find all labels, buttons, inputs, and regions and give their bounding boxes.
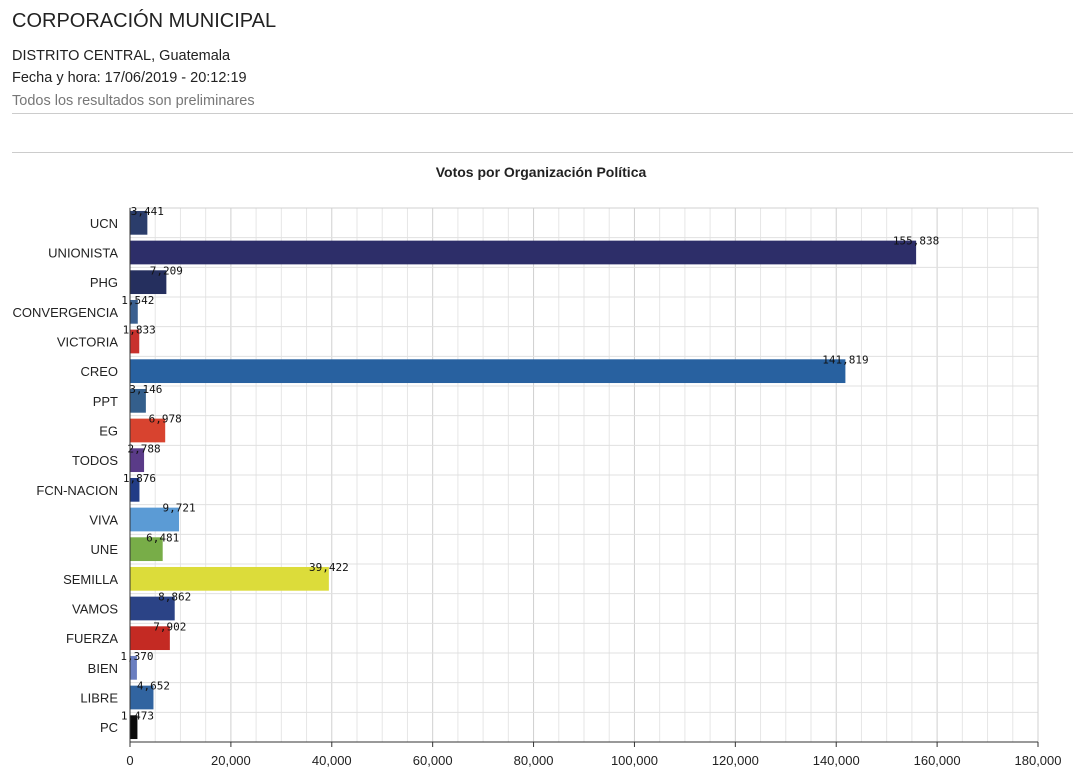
category-label: PC xyxy=(100,720,118,735)
category-label: PHG xyxy=(90,275,118,290)
location-text: DISTRITO CENTRAL, Guatemala xyxy=(12,48,231,64)
bar-phg xyxy=(130,270,167,295)
bar-semilla xyxy=(130,566,329,591)
x-axis: 0 20,000 40,000 60,000 80,000 100,000 120,000 1… xyxy=(126,208,1062,768)
category-label: CONVERGENCIA xyxy=(13,305,119,320)
bar-ppt xyxy=(130,388,146,413)
value-label: 3,441 xyxy=(131,205,164,218)
bar-vamos xyxy=(130,596,175,621)
x-tick-label: 100,000 xyxy=(611,753,658,768)
value-label: 141,819 xyxy=(822,353,868,366)
value-label: 1,542 xyxy=(121,294,154,307)
x-tick-label: 180,000 xyxy=(1015,753,1062,768)
value-label: 1,833 xyxy=(123,324,156,337)
value-label: 6,978 xyxy=(149,413,182,426)
x-tick-label: 40,000 xyxy=(312,753,352,768)
bar-fuerza xyxy=(130,626,170,651)
bar-ucn xyxy=(130,210,148,235)
category-label: SEMILLA xyxy=(63,572,118,587)
value-label: 2,788 xyxy=(128,442,161,455)
value-label: 9,721 xyxy=(162,502,195,515)
page-title: CORPORACIÓN MUNICIPAL xyxy=(12,10,277,32)
category-label: BIEN xyxy=(88,661,118,676)
value-label: 3,146 xyxy=(129,383,162,396)
category-label: FCN-NACION xyxy=(36,483,118,498)
value-label: 1,473 xyxy=(121,709,154,722)
bar-fcn-nacion xyxy=(130,477,140,502)
value-label: 1,876 xyxy=(123,472,156,485)
bar-convergencia xyxy=(130,299,138,324)
category-label: VICTORIA xyxy=(57,335,118,350)
x-tick-label: 20,000 xyxy=(211,753,251,768)
bar-eg xyxy=(130,418,166,443)
x-tick-label: 140,000 xyxy=(813,753,860,768)
category-label: VIVA xyxy=(89,513,118,528)
category-label: FUERZA xyxy=(66,631,118,646)
bar-creo xyxy=(130,359,846,384)
category-label: UNIONISTA xyxy=(48,246,118,261)
value-labels: 3,441 155,838 7,209 1,542 1,833 141,819 3,146 6… xyxy=(120,205,939,722)
chart-divider xyxy=(12,152,1073,153)
bar-todos xyxy=(130,448,145,473)
x-tick-label: 80,000 xyxy=(514,753,554,768)
bar-victoria xyxy=(130,329,140,354)
value-label: 8,862 xyxy=(158,591,191,604)
bar-unionista xyxy=(130,240,917,265)
bar-une xyxy=(130,537,163,562)
x-tick-label: 0 xyxy=(126,753,133,768)
bar-libre xyxy=(130,685,154,710)
value-label: 4,652 xyxy=(137,680,170,693)
bar-bien xyxy=(130,655,137,680)
value-label: 39,422 xyxy=(309,561,349,574)
x-tick-label: 160,000 xyxy=(914,753,961,768)
preliminary-note: Todos los resultados son preliminares xyxy=(12,93,255,109)
value-label: 7,209 xyxy=(150,264,183,277)
category-labels: UCN UNIONISTA PHG CONVERGENCIA VICTORIA CREO P… xyxy=(13,216,119,735)
category-label: TODOS xyxy=(72,453,118,468)
x-tick-label: 120,000 xyxy=(712,753,759,768)
category-label: LIBRE xyxy=(80,691,118,706)
datetime-text: Fecha y hora: 17/06/2019 - 20:12:19 xyxy=(12,70,247,86)
chart-title: Votos por Organización Política xyxy=(436,164,647,180)
category-label: EG xyxy=(99,424,118,439)
category-label: UCN xyxy=(90,216,118,231)
category-label: PPT xyxy=(93,394,118,409)
bar-viva xyxy=(130,507,180,532)
chart-grid xyxy=(129,207,1039,743)
chart-bars xyxy=(130,210,917,740)
value-label: 1,370 xyxy=(120,650,153,663)
x-tick-label: 60,000 xyxy=(413,753,453,768)
bar-pc xyxy=(130,715,138,740)
category-label: CREO xyxy=(80,364,118,379)
value-label: 155,838 xyxy=(893,235,939,248)
value-label: 6,481 xyxy=(146,531,179,544)
header-divider xyxy=(12,113,1073,114)
category-label: VAMOS xyxy=(72,602,118,617)
category-label: UNE xyxy=(91,542,119,557)
value-label: 7,902 xyxy=(153,620,186,633)
